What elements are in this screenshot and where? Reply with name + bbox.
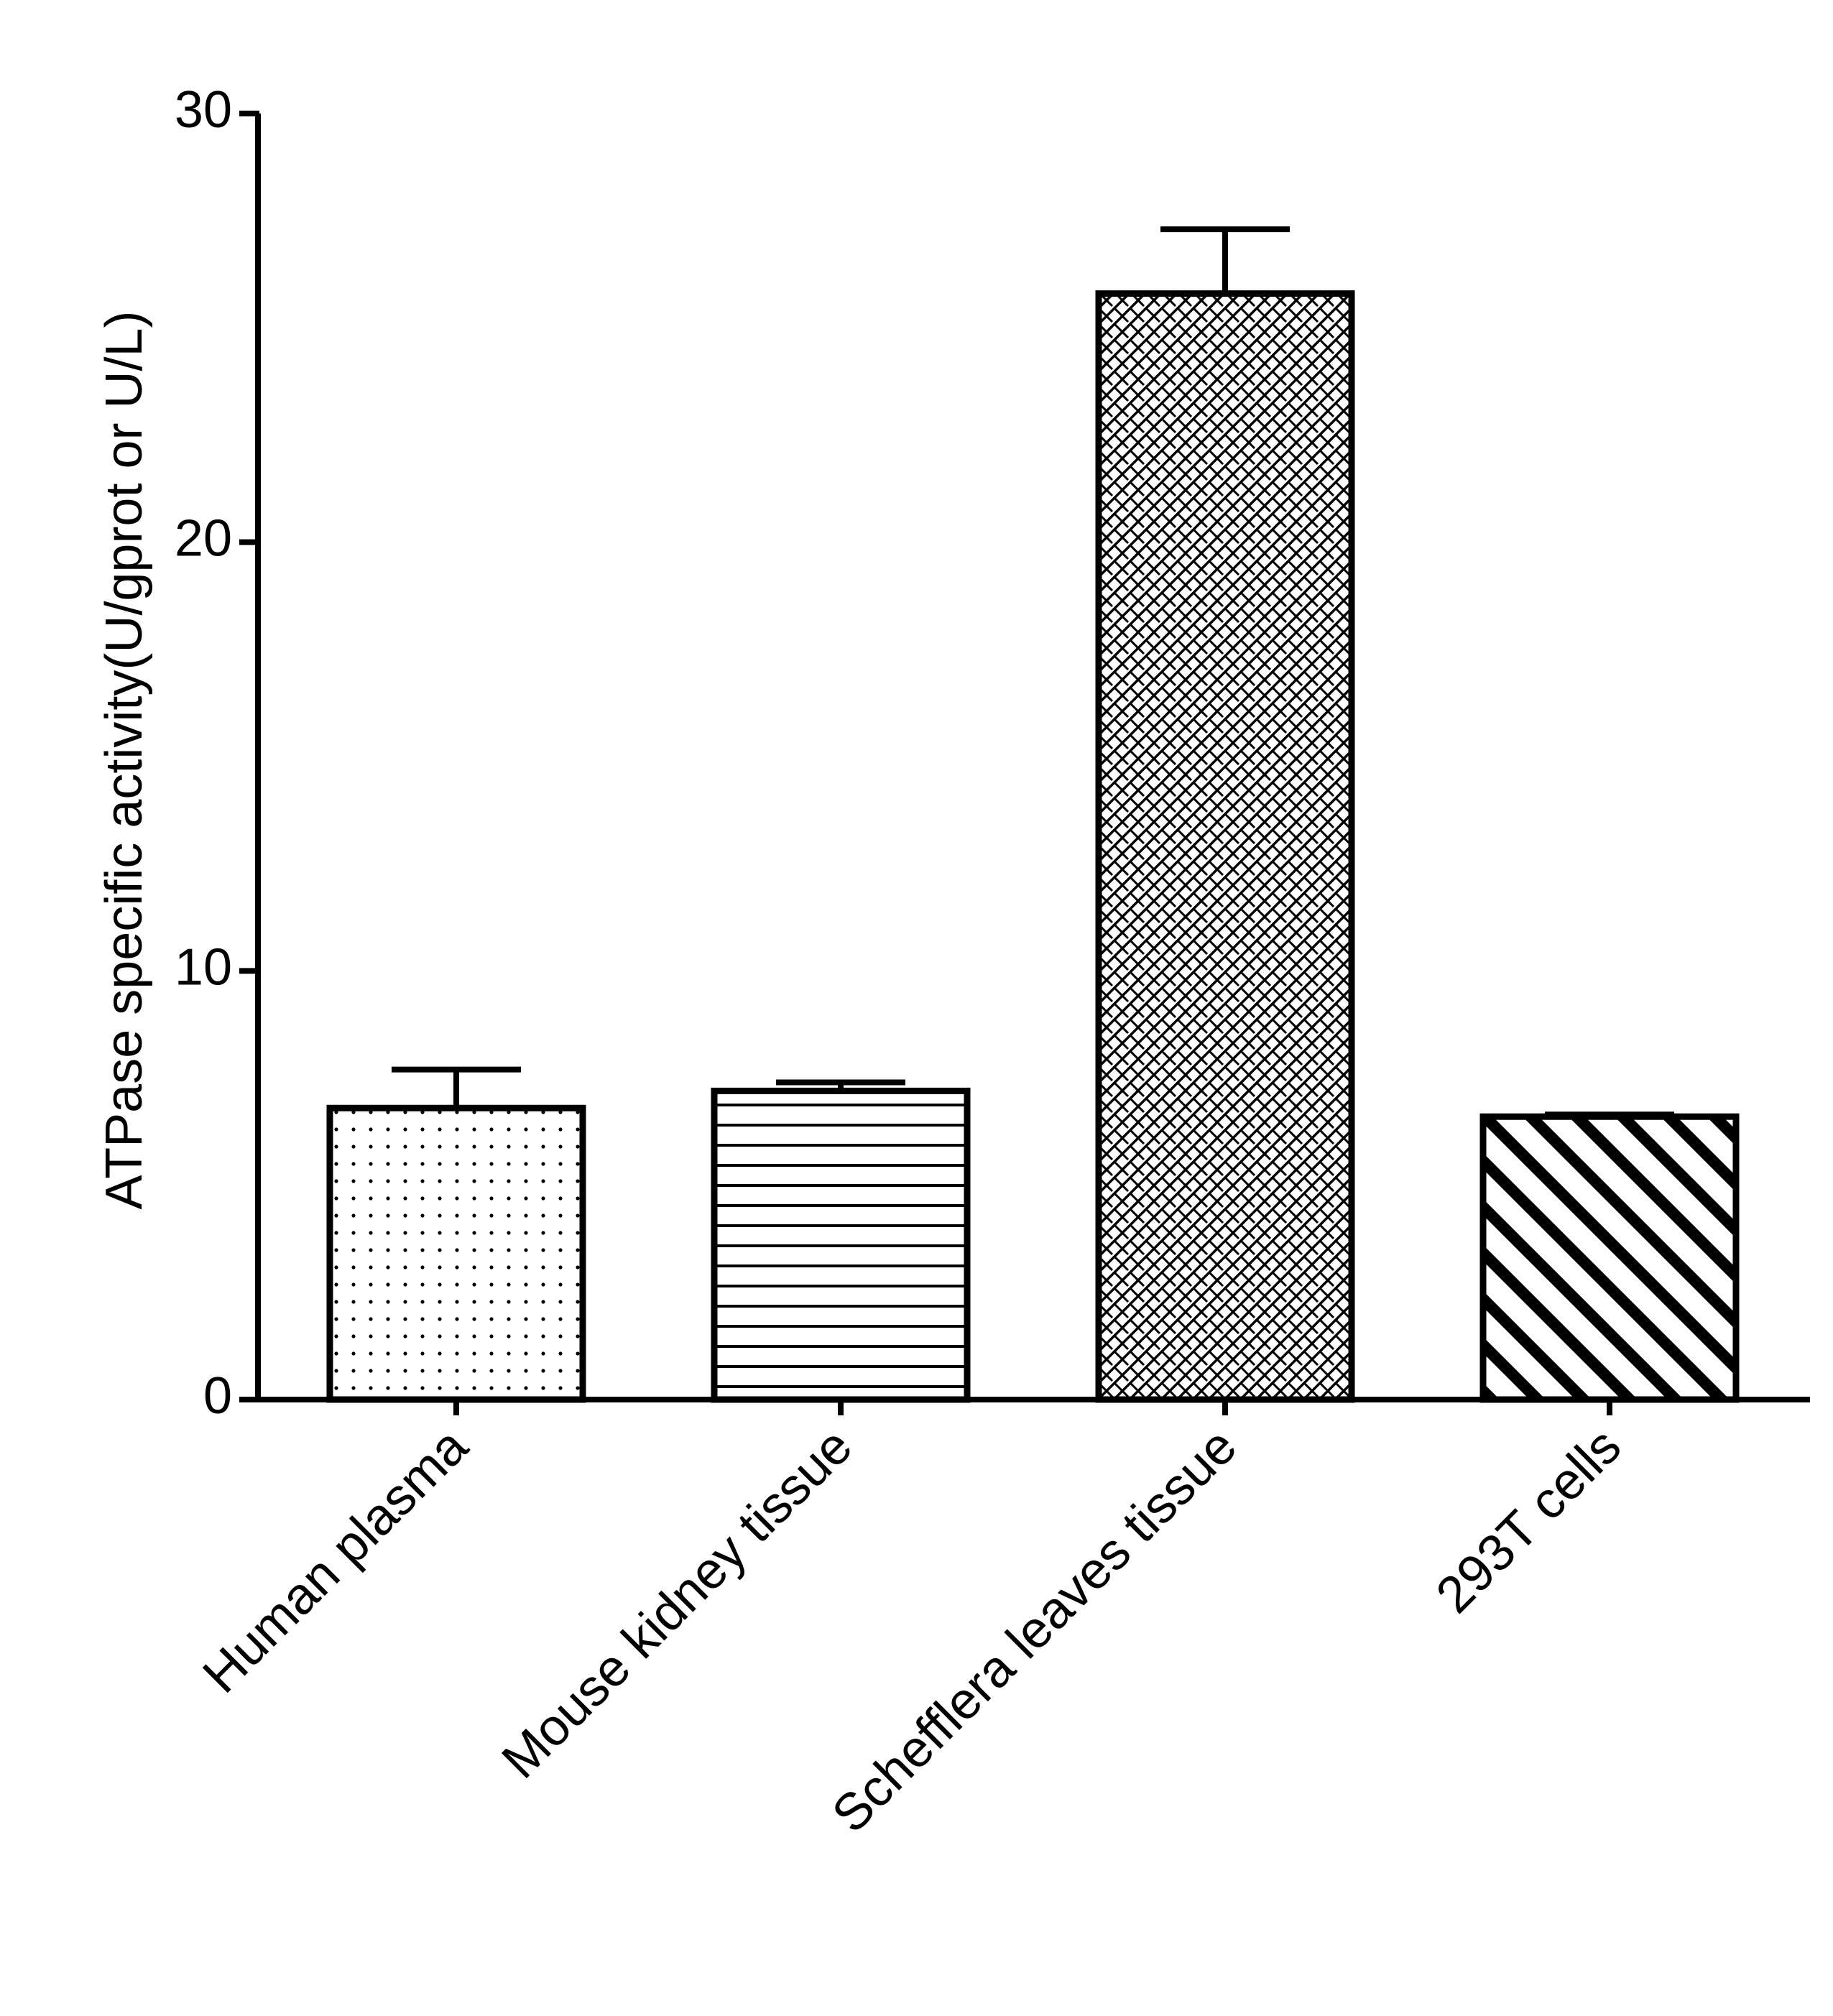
- y-tick-label: 30: [175, 81, 232, 139]
- bar-mouse-kidney-tissue: [711, 1087, 971, 1403]
- x-tick-label: Mouse kidney tissue: [491, 1418, 863, 1790]
- x-tick-label: 293T cells: [1426, 1418, 1633, 1624]
- x-tick-label: Human plasma: [192, 1417, 479, 1704]
- y-tick-label: 10: [175, 938, 232, 996]
- bar-human-plasma: [326, 1104, 586, 1403]
- bar-schefflera-leaves-tissue: [1095, 290, 1355, 1403]
- y-tick-label: 0: [203, 1367, 232, 1425]
- y-tick-label: 20: [175, 510, 232, 568]
- y-axis-title: ATPase specific activity(U/gprot or U/L): [96, 310, 153, 1209]
- x-tick-label: Schefflera leaves tissue: [821, 1418, 1247, 1844]
- bar-293t-cells: [1479, 1113, 1740, 1403]
